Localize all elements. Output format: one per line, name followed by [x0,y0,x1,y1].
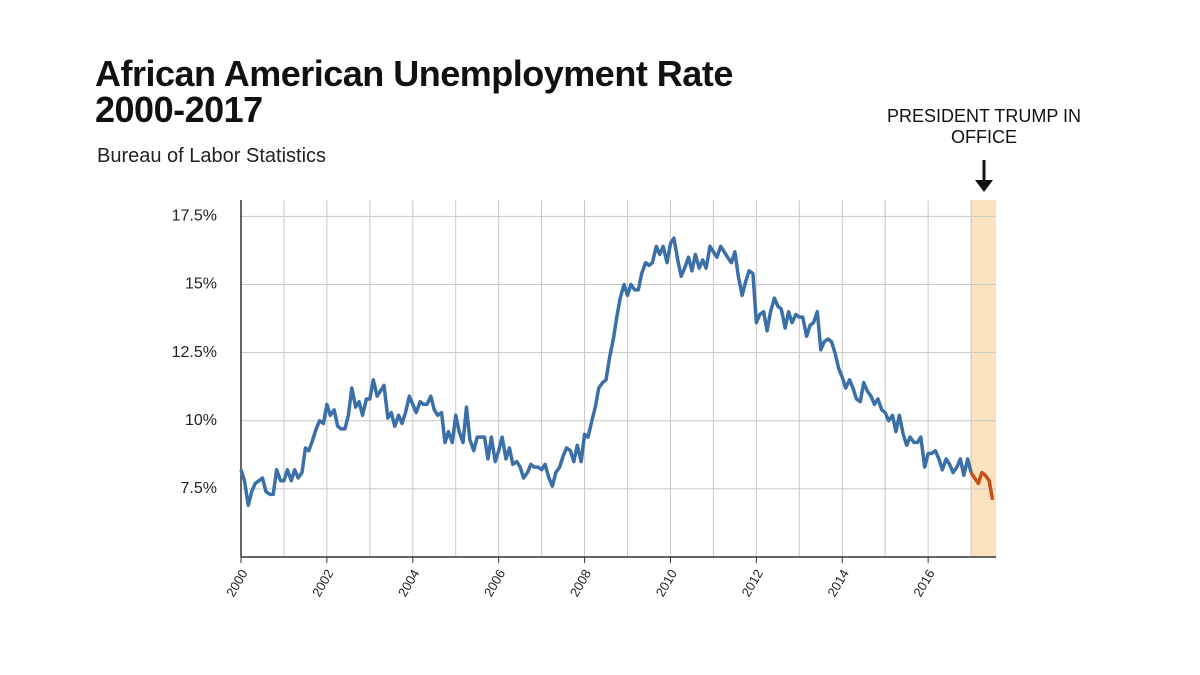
line-series [969,470,995,501]
x-tick-label: 2014 [824,567,851,600]
highlight-band [971,200,996,557]
chart-title: African American Unemployment Rate 2000-… [95,53,733,130]
chart-subtitle: Bureau of Labor Statistics [97,145,327,167]
x-tick-label: 2012 [738,567,765,600]
y-tick-label: 17.5% [172,208,217,225]
y-tick-label: 15% [185,276,217,293]
y-tick-label: 12.5% [172,344,217,361]
annotation-arrowhead [975,180,993,192]
y-tick-label: 7.5% [181,480,217,497]
x-tick-label: 2002 [309,567,336,600]
x-tick-label: 2016 [910,567,937,600]
x-tick-label: 2006 [481,567,508,600]
x-tick-label: 2008 [567,567,594,600]
annotation: PRESIDENT TRUMP IN OFFICE [886,106,1082,147]
x-tick-label: 2000 [223,567,250,600]
x-tick-label: 2004 [395,567,422,600]
line-series [239,236,973,507]
y-tick-label: 10% [185,412,217,429]
x-tick-label: 2010 [653,567,680,600]
